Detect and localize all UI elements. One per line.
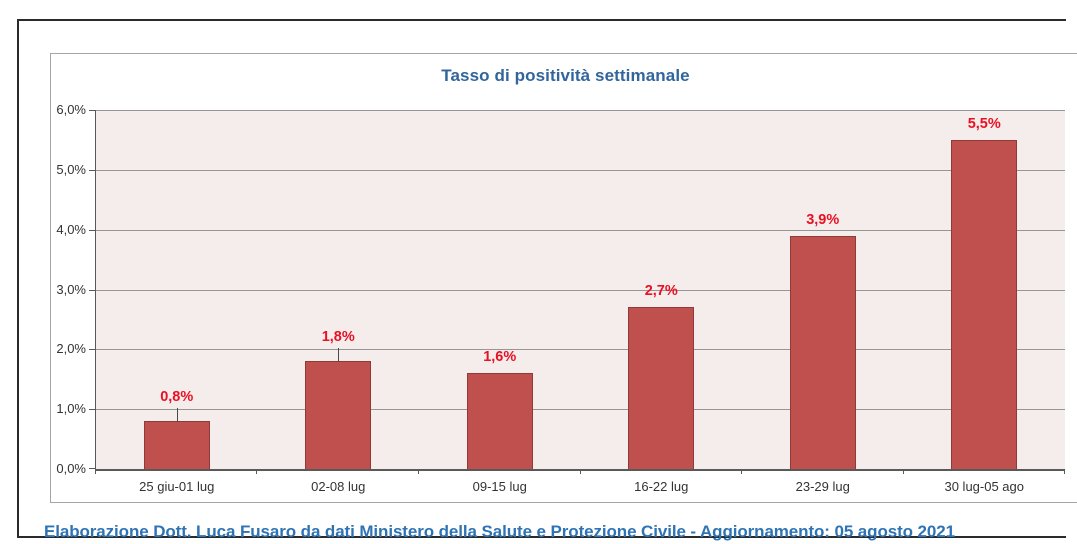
y-axis-tick xyxy=(89,110,96,111)
bar-value-label: 2,7% xyxy=(644,283,678,300)
x-axis-tick xyxy=(902,469,904,474)
leader-line xyxy=(176,408,178,423)
y-axis-tick xyxy=(89,229,96,231)
bar xyxy=(143,421,210,469)
y-tick-label: 5,0% xyxy=(56,161,86,177)
y-axis-tick xyxy=(89,169,96,171)
bar xyxy=(789,235,856,469)
y-tick-label: 6,0% xyxy=(56,102,86,117)
y-axis-tick xyxy=(89,349,96,351)
x-tick-label: 09-15 lug xyxy=(472,479,527,494)
y-tick-label: 2,0% xyxy=(56,341,86,357)
gridline xyxy=(96,229,1065,231)
source-caption: Elaborazione Dott. Luca Fusaro da dati M… xyxy=(44,522,955,541)
leader-line xyxy=(338,348,340,363)
x-tick-label: 02-08 lug xyxy=(311,479,366,494)
gridline xyxy=(96,110,1065,111)
bar xyxy=(466,373,533,469)
y-axis-tick xyxy=(89,468,96,469)
bar xyxy=(951,139,1018,469)
x-tick-label: 23-29 lug xyxy=(795,479,850,494)
x-tick-label: 25 giu-01 lug xyxy=(139,479,215,494)
x-axis-tick xyxy=(740,469,742,474)
bar-value-label: 0,8% xyxy=(160,389,194,406)
bar-value-label: 1,6% xyxy=(483,349,517,366)
gridline xyxy=(96,409,1065,411)
chart-frame: Tasso di positività settimanale 0,0% 1,0%… xyxy=(50,53,1077,503)
bar xyxy=(305,361,372,469)
outer-frame: Tasso di positività settimanale 0,0% 1,0%… xyxy=(17,19,1077,541)
plot-area: 0,0% 1,0% 2,0% 3,0% 4,0% 5,0% 6,0% 0,8% 25 giu-0… xyxy=(56,102,1065,494)
y-tick-label: 1,0% xyxy=(56,401,86,417)
gridline xyxy=(96,169,1065,171)
x-axis-tick xyxy=(579,469,581,474)
y-tick-label: 0,0% xyxy=(56,461,86,476)
y-axis-tick xyxy=(89,289,96,291)
chart-title: Tasso di positività settimanale xyxy=(441,66,690,85)
y-axis-tick xyxy=(89,409,96,411)
bar-value-label: 1,8% xyxy=(321,329,355,346)
bar-value-label: 3,9% xyxy=(806,211,840,228)
x-axis-tick xyxy=(256,469,258,474)
x-axis-tick xyxy=(95,469,96,474)
x-axis-tick xyxy=(1064,469,1065,474)
bar xyxy=(628,307,695,469)
bar-value-label: 5,5% xyxy=(967,115,1001,132)
x-axis-tick xyxy=(417,469,419,474)
gridline xyxy=(96,349,1065,351)
gridline xyxy=(96,289,1065,291)
y-tick-label: 3,0% xyxy=(56,281,86,297)
x-tick-label: 16-22 lug xyxy=(634,479,689,494)
x-tick-label: 30 lug-05 ago xyxy=(944,479,1024,494)
y-tick-label: 4,0% xyxy=(56,221,86,237)
